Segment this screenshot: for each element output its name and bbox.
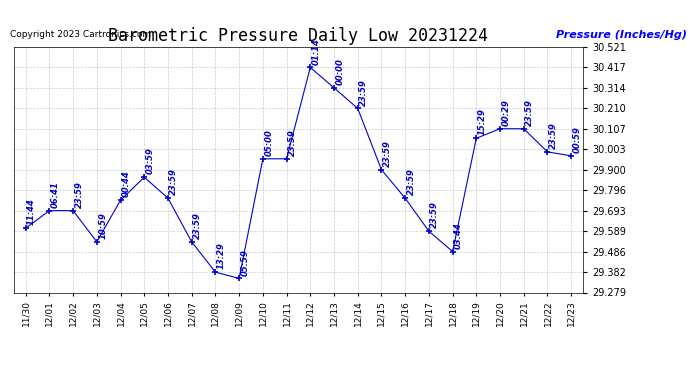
Text: 23:59: 23:59 [288, 129, 297, 156]
Text: 23:59: 23:59 [169, 168, 178, 195]
Text: 23:59: 23:59 [359, 79, 368, 106]
Text: 06:41: 06:41 [51, 181, 60, 208]
Text: 03:44: 03:44 [454, 222, 463, 249]
Text: 23:59: 23:59 [406, 168, 415, 195]
Text: 11:44: 11:44 [27, 199, 36, 225]
Title: Barometric Pressure Daily Low 20231224: Barometric Pressure Daily Low 20231224 [108, 27, 489, 45]
Text: 23:59: 23:59 [549, 122, 558, 149]
Text: 15:29: 15:29 [477, 109, 486, 135]
Text: 00:29: 00:29 [502, 99, 511, 126]
Text: 23:59: 23:59 [431, 201, 440, 228]
Text: Pressure (Inches/Hg): Pressure (Inches/Hg) [555, 30, 687, 40]
Text: 23:59: 23:59 [525, 99, 534, 126]
Text: 00:59: 00:59 [573, 126, 582, 153]
Text: 23:59: 23:59 [193, 212, 202, 239]
Text: 13:29: 13:29 [217, 243, 226, 269]
Text: 10:59: 10:59 [98, 212, 107, 239]
Text: 05:00: 05:00 [264, 129, 273, 156]
Text: Copyright 2023 Cartronics.com: Copyright 2023 Cartronics.com [10, 30, 152, 39]
Text: 05:59: 05:59 [241, 249, 250, 276]
Text: 00:44: 00:44 [122, 171, 131, 197]
Text: 01:14: 01:14 [312, 38, 321, 64]
Text: 00:00: 00:00 [335, 58, 344, 85]
Text: 23:59: 23:59 [75, 181, 83, 208]
Text: 03:59: 03:59 [146, 147, 155, 174]
Text: 23:59: 23:59 [383, 140, 392, 167]
